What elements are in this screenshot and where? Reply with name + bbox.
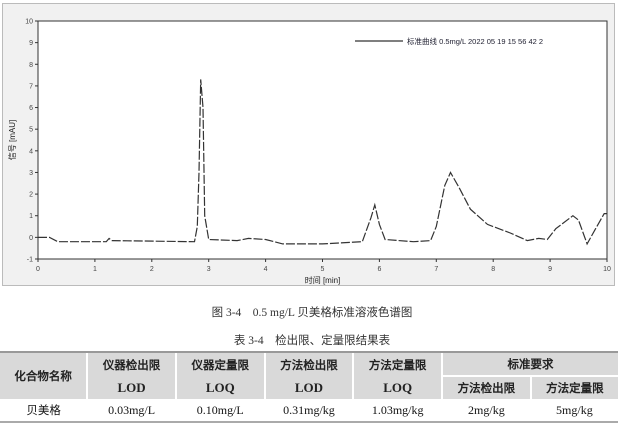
y-tick-label: -1 [27,257,33,264]
table-row: 贝美格 0.03mg/L 0.10mg/L 0.31mg/kg 1.03mg/k… [0,399,618,423]
col-header: 仪器定量限 [174,351,265,376]
series-line [38,79,607,246]
col-subheader: LOD [86,376,176,399]
x-tick-label: 2 [150,266,154,273]
x-tick-label: 10 [603,266,611,273]
results-table: 化合物名称 仪器检出限 仪器定量限 方法检出限 方法定量限 标准要求 LOD L… [0,351,618,423]
col-subheader: LOQ [174,376,265,399]
y-tick-label: 6 [29,105,33,112]
x-tick-label: 5 [321,266,325,273]
col-subheader: 方法定量限 [529,376,618,399]
y-tick-label: 4 [29,148,33,155]
x-tick-label: 8 [491,266,495,273]
cell: 1.03mg/kg [353,399,443,423]
figure-caption: 图 3-4 0.5 mg/L 贝美格标准溶液色谱图 [211,307,413,319]
col-subheader: LOQ [352,376,443,399]
col-header: 方法定量限 [352,351,443,376]
cell: 2mg/kg [442,399,531,423]
col-header: 方法检出限 [263,351,354,376]
x-axis-label: 时间 [min] [305,275,341,285]
y-tick-label: 5 [29,127,33,134]
col-header: 仪器检出限 [86,351,176,376]
x-tick-label: 9 [548,266,552,273]
x-tick-label: 3 [207,266,211,273]
chromatogram-chart: 0 1 2 3 4 5 6 7 8 9 10 -1 0 1 2 3 4 5 6 7 8 9 10 时间 [min] 信号 [mA… [2,3,615,286]
cell: 0.03mg/L [87,399,176,423]
y-tick-label: 2 [29,192,33,199]
col-header: 标准要求 [441,351,618,377]
x-tick-label: 4 [264,266,268,273]
y-tick-label: 0 [29,235,33,242]
x-tick-label: 0 [36,266,40,273]
table-caption: 表 3-4 检出限、定量限结果表 [233,335,391,347]
y-tick-label: 7 [29,83,33,90]
cell: 0.31mg/kg [264,399,354,423]
x-tick-label: 7 [434,266,438,273]
legend-label: 标准曲线 0.5mg/L 2022 05 19 15 56 42 2 [407,36,543,46]
x-tick-label: 1 [93,266,97,273]
x-tick-label: 6 [377,266,381,273]
y-tick-label: 1 [29,213,33,220]
y-tick-label: 3 [29,170,33,177]
y-axis-label: 信号 [mAU] [7,120,17,160]
y-tick-label: 9 [29,40,33,47]
cell: 贝美格 [0,399,88,423]
cell: 0.10mg/L [175,399,265,423]
plot-area [37,20,608,260]
y-tick-label: 8 [29,62,33,69]
col-subheader: LOD [263,376,354,399]
col-subheader: 方法检出限 [441,376,531,399]
y-tick-label: 10 [25,19,33,26]
col-header: 化合物名称 [0,351,88,399]
cell: 5mg/kg [530,399,618,423]
